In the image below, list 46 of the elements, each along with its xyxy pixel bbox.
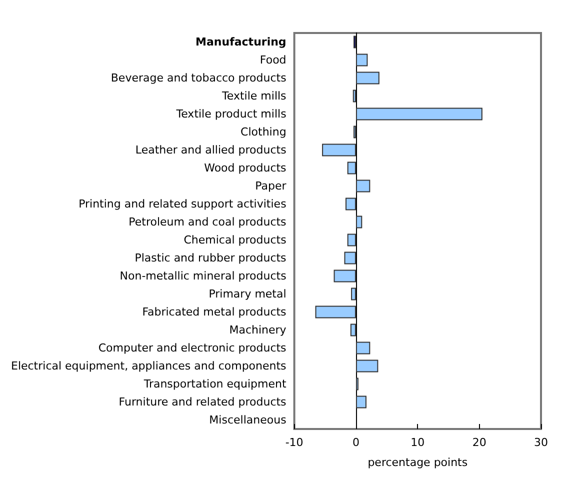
y-tick-label: Textile product mills [175, 108, 287, 120]
x-tick-label: 0 [352, 436, 360, 449]
x-tick-label: 30 [534, 436, 548, 449]
bar [334, 270, 356, 282]
y-tick-label: Food [260, 54, 286, 66]
y-tick-label: Paper [255, 180, 287, 192]
x-tick-label: 20 [472, 436, 486, 449]
y-tick-label: Clothing [240, 126, 286, 138]
y-tick-label: Textile mills [221, 90, 287, 102]
y-tick-label: Computer and electronic products [98, 342, 287, 354]
bar [315, 306, 356, 318]
bar [350, 324, 356, 336]
bar [344, 252, 356, 264]
y-tick-label: Transportation equipment [142, 378, 287, 390]
bar [351, 288, 356, 300]
x-tick-label: 10 [410, 436, 425, 449]
y-tick-label: Plastic and rubber products [134, 252, 287, 264]
y-tick-label: Leather and allied products [135, 144, 287, 156]
y-tick-label: Non-metallic mineral products [120, 270, 287, 282]
bar [347, 234, 356, 246]
bar [347, 162, 356, 174]
x-axis-title: percentage points [368, 456, 468, 469]
y-tick-label: Machinery [229, 324, 287, 336]
y-tick-label: Wood products [204, 162, 287, 174]
y-tick-label: Petroleum and coal products [128, 216, 287, 228]
bar [345, 198, 356, 210]
bar [352, 90, 356, 102]
y-tick-label: Fabricated metal products [142, 306, 287, 318]
bar [356, 360, 378, 372]
y-tick-label: Furniture and related products [118, 396, 287, 408]
y-tick-label: Primary metal [208, 288, 286, 300]
y-tick-label: Printing and related support activities [78, 198, 287, 210]
bar [356, 54, 368, 66]
y-tick-label: Manufacturing [196, 36, 286, 48]
bar [356, 108, 482, 120]
x-tick-label: -10 [285, 436, 304, 449]
bar [322, 144, 356, 156]
y-tick-label: Chemical products [184, 234, 287, 246]
y-tick-label: Electrical equipment, appliances and components [10, 360, 287, 372]
bar [356, 216, 362, 228]
y-tick-label: Beverage and tobacco products [110, 72, 287, 84]
bar [356, 342, 370, 354]
y-tick-label: Miscellaneous [209, 414, 287, 426]
bar [356, 396, 366, 408]
bar [356, 180, 370, 192]
bar [356, 72, 380, 84]
